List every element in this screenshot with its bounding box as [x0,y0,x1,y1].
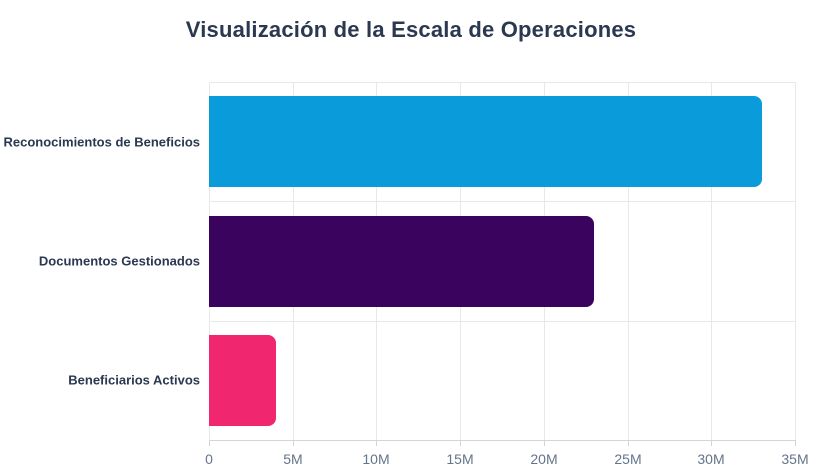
x-axis-tick [460,440,461,446]
chart-title: Visualización de la Escala de Operacione… [185,17,637,42]
gridline-horizontal [209,321,795,322]
gridline-vertical [628,82,629,440]
gridline-vertical [795,82,796,440]
plot-area: 0 5M 10M 15M 20M 25M 30M 35M Reconocimientos de … [4,82,809,467]
category-label-documentos-gestionados: Documentos Gestionados [38,253,200,269]
category-label-beneficiarios-activos: Beneficiarios Activos [68,372,200,388]
x-axis-tick-label: 25M [614,451,642,467]
x-axis-tick-label: 5M [283,451,303,467]
x-axis-tick-label: 0 [205,451,213,467]
gridline-horizontal [209,82,795,83]
x-axis-tick-label: 10M [362,451,390,467]
gridline-horizontal [209,201,795,202]
x-axis-tick-label: 15M [446,451,474,467]
x-axis-tick [628,440,629,446]
x-axis-tick [795,440,796,446]
x-axis-tick [544,440,545,446]
category-label-reconocimientos-de-beneficios: Reconocimientos de Beneficios [3,134,201,150]
x-axis-tick [209,440,210,446]
bar-beneficiarios-activos[interactable] [209,335,276,426]
x-axis-line [209,440,795,441]
x-axis-tick-label: 20M [530,451,558,467]
x-axis-tick [711,440,712,446]
bar-reconocimientos-de-beneficios[interactable] [209,96,762,187]
x-axis-tick-label: 35M [781,451,809,467]
gridline-vertical [711,82,712,440]
x-axis-tick [293,440,294,446]
bar-documentos-gestionados[interactable] [209,216,594,307]
x-axis-tick [376,440,377,446]
x-axis-tick-label: 30M [697,451,725,467]
